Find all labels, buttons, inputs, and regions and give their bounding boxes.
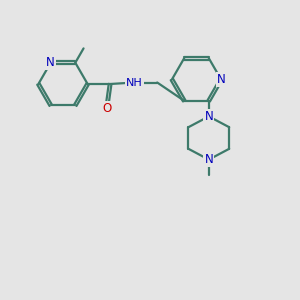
Text: NH: NH [126,77,143,88]
Text: N: N [204,153,213,166]
Text: O: O [103,101,112,115]
Text: N: N [46,56,55,69]
Text: N: N [204,110,213,123]
Text: N: N [217,73,226,86]
